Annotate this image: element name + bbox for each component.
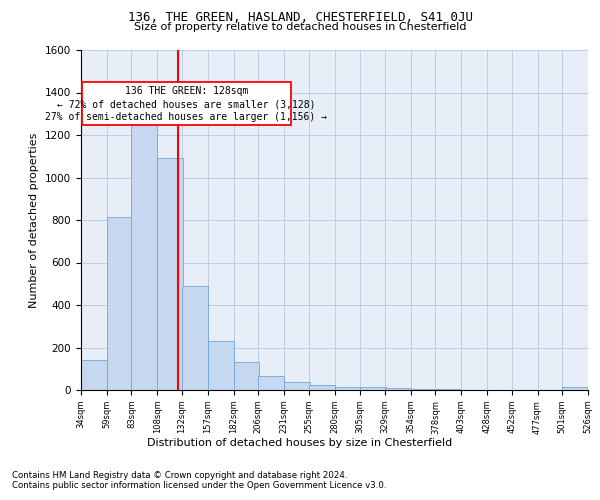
Text: Contains public sector information licensed under the Open Government Licence v3: Contains public sector information licen… bbox=[12, 480, 386, 490]
Text: Distribution of detached houses by size in Chesterfield: Distribution of detached houses by size … bbox=[148, 438, 452, 448]
Bar bbox=[411, 389, 437, 390]
Bar bbox=[233, 362, 259, 390]
Bar bbox=[81, 360, 107, 390]
Bar bbox=[131, 115, 157, 390]
Bar bbox=[182, 286, 208, 390]
Y-axis label: Number of detached properties: Number of detached properties bbox=[29, 132, 40, 308]
Bar bbox=[335, 387, 360, 390]
Bar bbox=[208, 341, 233, 390]
Bar bbox=[157, 158, 183, 390]
Text: 27% of semi-detached houses are larger (1,156) →: 27% of semi-detached houses are larger (… bbox=[46, 112, 328, 122]
Bar bbox=[360, 388, 386, 390]
Bar bbox=[107, 217, 133, 390]
Text: 136, THE GREEN, HASLAND, CHESTERFIELD, S41 0JU: 136, THE GREEN, HASLAND, CHESTERFIELD, S… bbox=[128, 11, 473, 24]
Text: ← 72% of detached houses are smaller (3,128): ← 72% of detached houses are smaller (3,… bbox=[57, 99, 316, 109]
Bar bbox=[309, 384, 335, 390]
Text: 136 THE GREEN: 128sqm: 136 THE GREEN: 128sqm bbox=[125, 86, 248, 97]
Bar bbox=[258, 376, 284, 390]
Bar bbox=[562, 388, 588, 390]
Text: Contains HM Land Registry data © Crown copyright and database right 2024.: Contains HM Land Registry data © Crown c… bbox=[12, 472, 347, 480]
Bar bbox=[385, 388, 411, 390]
Text: Size of property relative to detached houses in Chesterfield: Size of property relative to detached ho… bbox=[134, 22, 466, 32]
Bar bbox=[284, 382, 310, 390]
